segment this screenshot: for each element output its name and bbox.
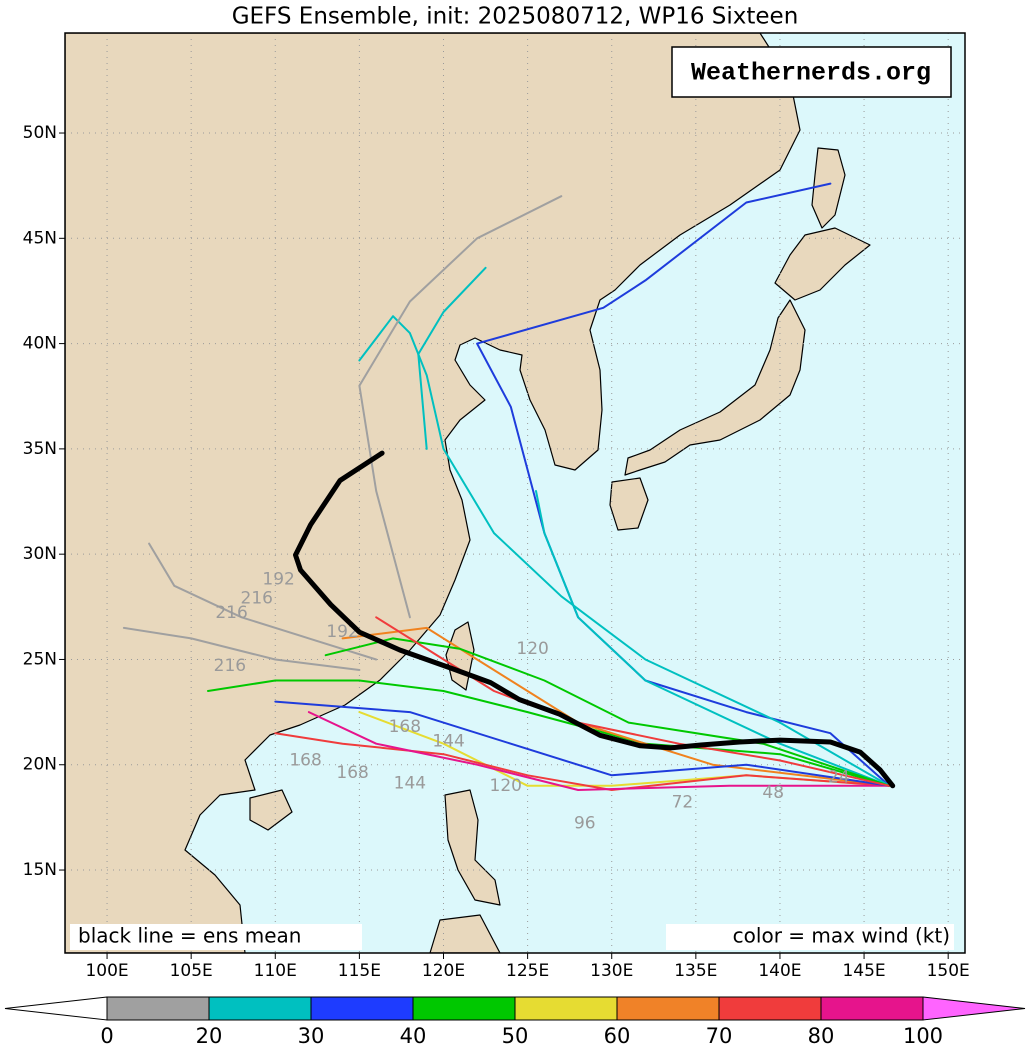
hour-label: 120 bbox=[490, 776, 522, 796]
colorbar-over bbox=[922, 996, 1026, 1021]
member-track bbox=[274, 732, 891, 791]
x-tick-label: 140E bbox=[758, 961, 801, 981]
hour-label: 216 bbox=[241, 588, 273, 608]
grid-layer: 100E 105E 110E 115E 120E 125E 130E 135E 140E 145E… bbox=[23, 33, 970, 981]
x-tick-label: 125E bbox=[506, 961, 549, 981]
colorbar-bin bbox=[106, 996, 210, 1021]
y-tick-label: 20N bbox=[23, 755, 57, 775]
member-track bbox=[307, 711, 891, 791]
colorbar-label: 0 bbox=[100, 1024, 113, 1048]
hour-label: 96 bbox=[574, 814, 596, 834]
member-track bbox=[148, 542, 378, 661]
hour-label: 192 bbox=[262, 569, 294, 589]
x-tick-label: 100E bbox=[85, 961, 128, 981]
x-tick-label: 135E bbox=[674, 961, 717, 981]
member-track bbox=[358, 315, 891, 787]
member-track bbox=[122, 626, 361, 671]
member-track bbox=[535, 490, 891, 787]
colorbar-label: 30 bbox=[298, 1024, 325, 1048]
y-tick-label: 50N bbox=[23, 123, 57, 143]
land-layer bbox=[65, 33, 871, 953]
colorbar-under bbox=[4, 996, 108, 1021]
colorbar-bin bbox=[820, 996, 924, 1021]
x-tick-label: 110E bbox=[254, 961, 297, 981]
x-tick-label: 130E bbox=[590, 961, 633, 981]
x-tick-label: 105E bbox=[170, 961, 213, 981]
legend-right-box bbox=[666, 924, 954, 950]
legend-right: color = max wind (kt) bbox=[733, 924, 950, 948]
member-track bbox=[341, 626, 891, 787]
member-track bbox=[358, 195, 563, 619]
hour-label: 72 bbox=[672, 793, 694, 813]
hour-label: 168 bbox=[289, 751, 321, 771]
colorbar-label: 60 bbox=[604, 1024, 631, 1048]
member-track bbox=[207, 679, 891, 787]
kyushu bbox=[609, 477, 649, 531]
colorbar-label: 80 bbox=[808, 1024, 835, 1048]
colorbar-label: 100 bbox=[903, 1024, 943, 1048]
hour-label: 144 bbox=[432, 732, 464, 752]
x-tick-label: 115E bbox=[338, 961, 381, 981]
colorbar-label: 50 bbox=[502, 1024, 529, 1048]
hour-label: 24 bbox=[828, 767, 850, 787]
member-track bbox=[324, 637, 891, 787]
hokkaido bbox=[774, 227, 871, 301]
colorbar-bin bbox=[412, 996, 516, 1021]
colorbar-label: 40 bbox=[400, 1024, 427, 1048]
hour-label: 144 bbox=[394, 774, 426, 794]
x-tick-label: 145E bbox=[842, 961, 885, 981]
x-tick-label: 150E bbox=[927, 961, 970, 981]
title: GEFS Ensemble, init: 2025080712, WP16 Si… bbox=[232, 4, 799, 30]
x-tick-label: 120E bbox=[422, 961, 465, 981]
legend-left: black line = ens mean bbox=[78, 924, 302, 948]
hour-label: 168 bbox=[336, 763, 368, 783]
y-tick-label: 15N bbox=[23, 860, 57, 880]
colorbar-bin bbox=[310, 996, 414, 1021]
colorbar-bin bbox=[514, 996, 618, 1021]
colorbar-bin bbox=[718, 996, 822, 1021]
ens-mean-track bbox=[293, 450, 896, 789]
y-tick-label: 25N bbox=[23, 649, 57, 669]
colorbar: 0 20 30 40 50 60 70 80 100 bbox=[4, 996, 1026, 1048]
hainan bbox=[249, 789, 293, 831]
y-tick-label: 35N bbox=[23, 439, 57, 459]
colorbar-label: 20 bbox=[196, 1024, 223, 1048]
sakhalin bbox=[811, 147, 846, 229]
track-layer: 2448729612012014414416816816819219221621… bbox=[122, 182, 896, 834]
mindanao-north bbox=[429, 914, 501, 953]
colorbar-bin bbox=[616, 996, 720, 1021]
hour-label: 120 bbox=[516, 639, 548, 659]
y-tick-label: 45N bbox=[23, 228, 57, 248]
hour-label: 168 bbox=[389, 717, 421, 737]
member-track bbox=[274, 700, 891, 787]
watermark-box bbox=[671, 46, 952, 98]
plot-frame bbox=[64, 32, 966, 954]
colorbar-bin bbox=[208, 996, 312, 1021]
honshu bbox=[624, 299, 806, 476]
luzon bbox=[444, 789, 501, 906]
hour-label: 216 bbox=[214, 656, 246, 676]
y-tick-label: 40N bbox=[23, 334, 57, 354]
hour-label: 48 bbox=[762, 783, 784, 803]
watermark: Weathernerds.org bbox=[691, 59, 931, 88]
member-track bbox=[417, 266, 487, 450]
legend-left-box bbox=[70, 924, 362, 950]
member-track bbox=[476, 182, 891, 787]
y-tick-label: 30N bbox=[23, 544, 57, 564]
colorbar-label: 70 bbox=[706, 1024, 733, 1048]
mainland bbox=[65, 33, 801, 953]
hour-label: 216 bbox=[215, 603, 247, 623]
